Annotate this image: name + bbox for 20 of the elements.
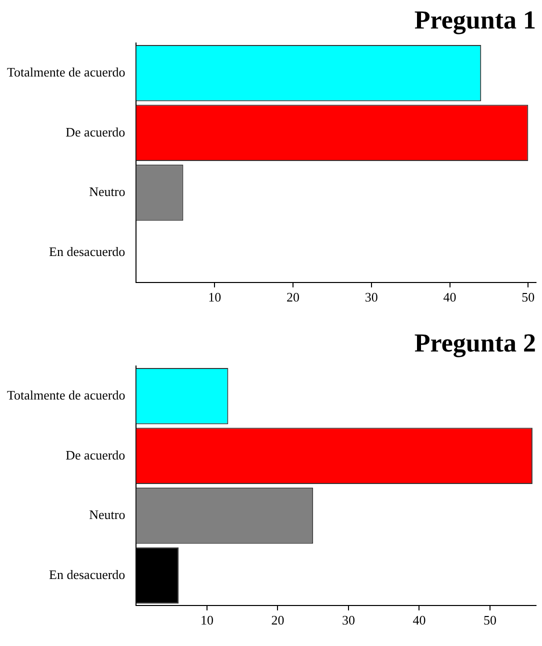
x-tick-label: 20: [271, 612, 284, 628]
x-tick-label: 10: [208, 290, 222, 305]
x-tick-label: 20: [286, 290, 300, 305]
y-tick-label: De acuerdo: [66, 124, 126, 140]
x-tick-label: 10: [200, 612, 214, 628]
y-tick-label: Totalmente de acuerdo: [6, 388, 126, 403]
x-tick-label: 40: [412, 612, 426, 628]
y-tick-label: Neutro: [89, 507, 126, 522]
chart-title: Pregunta 1: [414, 5, 536, 34]
x-tick-label: 50: [522, 290, 535, 305]
y-tick-label: De acuerdo: [66, 447, 126, 462]
y-tick-label: En desacuerdo: [49, 244, 126, 259]
y-tick-label: Neutro: [89, 184, 126, 200]
x-tick-label: 50: [484, 612, 497, 628]
y-tick-label: Totalmente de acuerdo: [6, 64, 126, 80]
x-tick-label: 40: [443, 290, 456, 305]
y-tick-label: En desacuerdo: [49, 566, 126, 582]
x-tick-label: 30: [364, 290, 378, 305]
x-tick-label: 30: [342, 612, 355, 628]
chart-title: Pregunta 2: [414, 328, 536, 358]
